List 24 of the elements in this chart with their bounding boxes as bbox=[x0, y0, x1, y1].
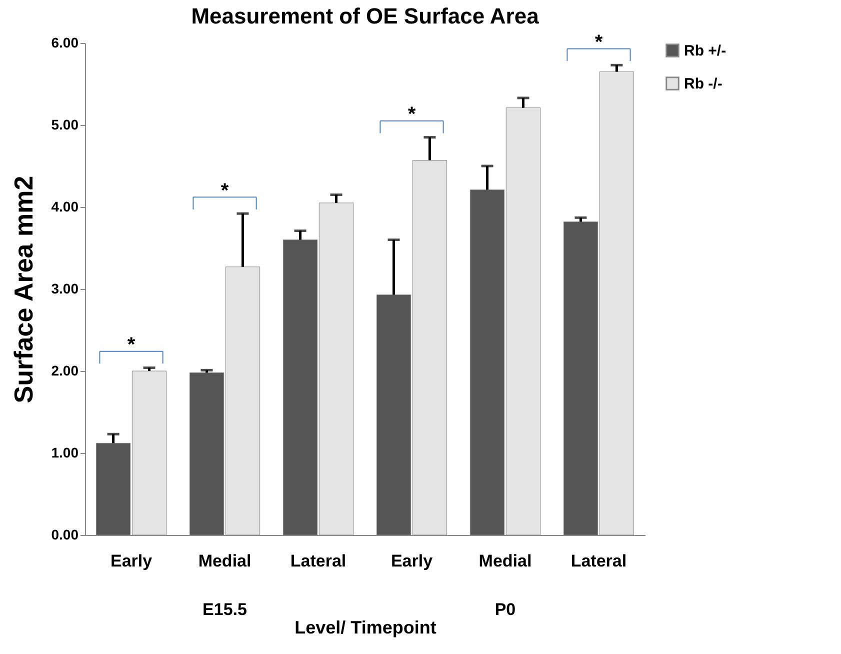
x-tick-label: Lateral bbox=[570, 552, 627, 570]
x-tick-label: Lateral bbox=[290, 552, 346, 570]
annotation: * bbox=[220, 180, 229, 202]
y-tick-label: 6.00 bbox=[51, 34, 79, 50]
y-tick-label: 2.00 bbox=[51, 362, 79, 378]
y-tick-label: 3.00 bbox=[51, 280, 79, 296]
x-tick-label: Medial bbox=[478, 552, 532, 570]
annotation: * bbox=[408, 104, 416, 126]
y-tick-label: 1.00 bbox=[51, 444, 79, 460]
legend-label: Rb -/- bbox=[684, 76, 722, 92]
annotation: * bbox=[594, 31, 603, 54]
y-tick-label: 5.00 bbox=[51, 116, 79, 132]
chart-title: Measurement of OE Surface Area bbox=[191, 3, 540, 28]
x-axis-title: Level/ Timepoint bbox=[294, 618, 436, 638]
x-tick-label: Early bbox=[110, 552, 153, 570]
y-tick-label: 0.00 bbox=[51, 526, 79, 542]
text: E15.5 bbox=[202, 600, 247, 619]
x-tick-label: Early bbox=[390, 552, 434, 570]
annotation: * bbox=[127, 334, 136, 356]
text: P0 bbox=[494, 600, 516, 619]
legend-label: Rb +/- bbox=[684, 42, 726, 60]
x-tick-label: Medial bbox=[198, 552, 252, 570]
y-axis-title: Surface Area mm2 bbox=[8, 176, 38, 404]
y-tick-label: 4.00 bbox=[51, 198, 79, 214]
